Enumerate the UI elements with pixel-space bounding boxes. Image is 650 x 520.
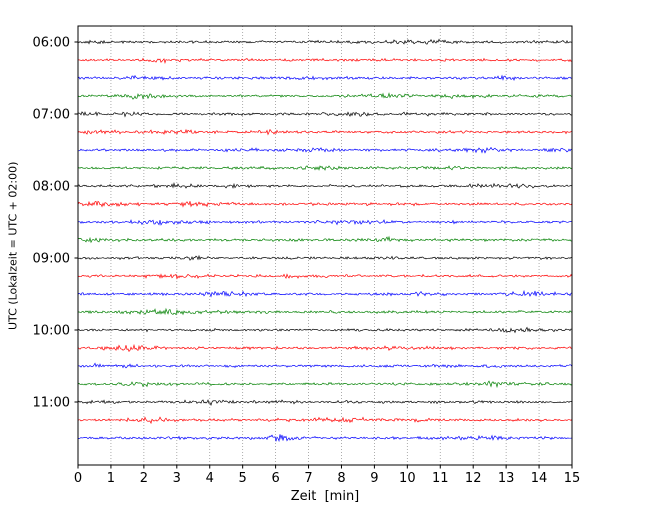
seismo-trace-07:30	[78, 146, 573, 154]
seismo-trace-07:45	[77, 165, 573, 171]
seismo-trace-10:00	[77, 326, 573, 334]
x-tick-label: 12	[465, 471, 482, 486]
seismo-trace-09:00	[77, 254, 573, 261]
x-tick-label: 3	[173, 471, 181, 486]
x-tick-label: 6	[271, 471, 279, 486]
x-tick-label: 9	[370, 471, 378, 486]
seismo-trace-11:00	[77, 399, 573, 406]
x-tick-label: 1	[107, 471, 115, 486]
y-tick-label: 11:00	[33, 396, 70, 411]
seismo-trace-10:45	[77, 380, 573, 389]
y-tick-label: 06:00	[33, 36, 70, 51]
seismo-trace-08:15	[77, 200, 573, 208]
x-axis-label: Zeit [min]	[290, 489, 360, 504]
seismo-trace-06:00	[77, 38, 573, 45]
x-tick-label: 14	[531, 471, 548, 486]
x-tick-label: 13	[498, 471, 515, 486]
x-tick-label: 0	[74, 471, 82, 486]
seismo-trace-11:15	[77, 416, 573, 425]
seismo-trace-08:00	[77, 181, 573, 189]
x-tick-label: 10	[399, 471, 416, 486]
x-tick-label: 15	[564, 471, 581, 486]
seismo-trace-11:30	[77, 434, 573, 443]
x-tick-label: 7	[304, 471, 312, 486]
seismo-trace-07:15	[77, 128, 573, 136]
seismo-trace-09:30	[77, 289, 573, 298]
y-tick-label: 10:00	[33, 324, 70, 339]
plot-frame	[77, 25, 573, 466]
y-tick-label: 09:00	[33, 252, 70, 267]
seismo-trace-07:00	[77, 111, 573, 118]
seismo-trace-10:30	[77, 362, 573, 369]
x-tick-label: 11	[432, 471, 449, 486]
seismo-trace-06:15	[77, 57, 573, 65]
seismo-trace-06:45	[77, 92, 573, 100]
y-tick-label: 08:00	[33, 180, 70, 195]
x-tick-label: 8	[337, 471, 345, 486]
seismo-trace-08:45	[77, 235, 573, 244]
y-tick-label: 07:00	[33, 108, 70, 123]
seismo-trace-06:30	[77, 74, 573, 81]
seismo-trace-10:15	[77, 343, 573, 353]
x-tick-label: 2	[140, 471, 148, 486]
x-tick-label: 5	[239, 471, 247, 486]
seismo-trace-09:15	[77, 273, 573, 280]
seismo-trace-09:45	[77, 307, 573, 316]
seismo-trace-08:30	[77, 219, 573, 226]
x-tick-label: 4	[206, 471, 214, 486]
y-axis-label: UTC (Lokalzeit = UTC + 02:00)	[6, 161, 20, 330]
